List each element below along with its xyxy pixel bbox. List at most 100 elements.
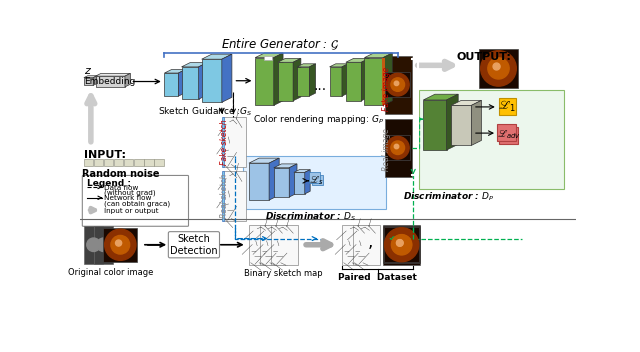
Circle shape: [87, 238, 100, 251]
Polygon shape: [383, 53, 392, 105]
Bar: [312, 175, 323, 186]
Circle shape: [111, 235, 130, 254]
Polygon shape: [330, 64, 348, 67]
Bar: [385, 72, 410, 97]
Polygon shape: [423, 100, 447, 150]
Bar: [94, 159, 103, 166]
Circle shape: [391, 141, 404, 155]
Bar: [114, 159, 124, 166]
Text: Entire Generator : $\mathcal{G}$: Entire Generator : $\mathcal{G}$: [221, 37, 340, 52]
Polygon shape: [472, 100, 481, 145]
Polygon shape: [342, 64, 348, 96]
Polygon shape: [274, 53, 283, 105]
Circle shape: [394, 81, 399, 86]
Polygon shape: [346, 62, 362, 101]
Polygon shape: [274, 168, 289, 197]
Text: $\mathscr{L}_1$: $\mathscr{L}_1$: [498, 99, 516, 114]
Polygon shape: [364, 53, 392, 58]
Bar: [342, 225, 369, 265]
Circle shape: [392, 234, 412, 255]
Polygon shape: [179, 70, 186, 96]
Bar: [223, 117, 246, 167]
Text: Color rendering mapping: $G_P$: Color rendering mapping: $G_P$: [253, 113, 385, 126]
Polygon shape: [125, 74, 131, 87]
Text: Fake sketch: Fake sketch: [220, 119, 228, 165]
Text: OUTPUT:: OUTPUT:: [457, 52, 511, 62]
Text: Sketch
Detection: Sketch Detection: [170, 234, 218, 256]
FancyBboxPatch shape: [168, 232, 220, 258]
Bar: [145, 159, 154, 166]
Bar: [154, 159, 164, 166]
Polygon shape: [346, 58, 369, 62]
Circle shape: [481, 51, 516, 86]
Polygon shape: [164, 73, 179, 96]
Text: INPUT:: INPUT:: [84, 150, 126, 160]
Text: Original color image: Original color image: [68, 268, 154, 277]
Text: Real sketch: Real sketch: [220, 174, 228, 219]
Polygon shape: [297, 67, 309, 96]
Bar: [124, 159, 134, 166]
Bar: [222, 171, 224, 221]
Bar: [84, 226, 103, 264]
Circle shape: [493, 63, 500, 70]
Text: Legend :: Legend :: [87, 179, 131, 188]
Polygon shape: [95, 76, 125, 87]
Circle shape: [392, 235, 412, 254]
Polygon shape: [278, 58, 301, 62]
Circle shape: [394, 144, 399, 149]
Polygon shape: [309, 64, 316, 96]
Circle shape: [391, 78, 404, 92]
Bar: [309, 172, 320, 183]
Bar: [264, 56, 272, 60]
Circle shape: [488, 58, 509, 79]
Polygon shape: [274, 164, 297, 168]
Circle shape: [387, 73, 409, 96]
Polygon shape: [305, 170, 310, 194]
Bar: [103, 228, 138, 262]
Polygon shape: [269, 158, 279, 200]
Polygon shape: [95, 74, 131, 76]
Text: Fake image: Fake image: [381, 66, 390, 111]
Text: Discriminator : $D_S$: Discriminator : $D_S$: [266, 210, 356, 222]
Polygon shape: [293, 58, 301, 101]
FancyBboxPatch shape: [83, 175, 189, 226]
Circle shape: [385, 228, 419, 262]
Polygon shape: [330, 67, 342, 96]
Text: Input or output: Input or output: [104, 208, 159, 214]
Text: Network flow: Network flow: [104, 195, 152, 201]
Polygon shape: [451, 105, 472, 145]
Bar: [84, 159, 93, 166]
Bar: [384, 227, 419, 263]
Bar: [134, 159, 143, 166]
Bar: [385, 119, 412, 177]
Circle shape: [116, 240, 122, 246]
Polygon shape: [255, 58, 274, 105]
Polygon shape: [294, 170, 310, 172]
Bar: [243, 156, 386, 208]
Text: Random noise: Random noise: [83, 169, 160, 178]
Polygon shape: [84, 78, 93, 86]
Bar: [497, 124, 516, 141]
Bar: [222, 117, 224, 167]
Bar: [499, 99, 516, 115]
Text: ,: ,: [367, 233, 373, 251]
Polygon shape: [182, 63, 207, 67]
Bar: [419, 90, 564, 189]
Bar: [385, 136, 410, 160]
Text: Real image: Real image: [381, 128, 390, 171]
Text: (without grad): (without grad): [104, 189, 156, 196]
Polygon shape: [249, 163, 269, 200]
Bar: [382, 58, 385, 105]
Bar: [385, 56, 412, 114]
Text: $z$: $z$: [84, 66, 92, 76]
Text: ...: ...: [314, 79, 327, 93]
Text: $\mathscr{L}_s$: $\mathscr{L}_s$: [309, 175, 324, 187]
Bar: [249, 225, 276, 265]
Bar: [94, 226, 113, 264]
Polygon shape: [202, 54, 232, 59]
Polygon shape: [278, 62, 293, 101]
Bar: [383, 226, 420, 263]
Polygon shape: [294, 172, 305, 194]
Circle shape: [396, 240, 403, 246]
Polygon shape: [222, 54, 232, 102]
